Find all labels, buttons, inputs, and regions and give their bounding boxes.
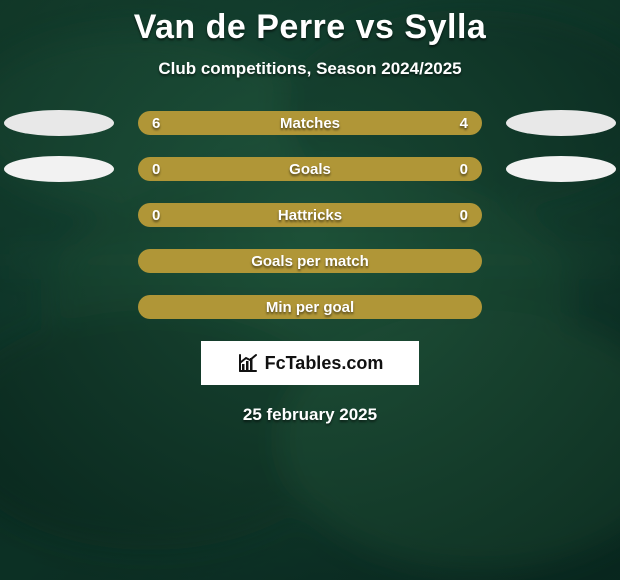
stat-bar: 0 Hattricks 0 [138, 203, 482, 227]
left-value: 6 [152, 115, 160, 132]
subtitle: Club competitions, Season 2024/2025 [158, 59, 461, 79]
stat-row: 0 Goals 0 [0, 157, 620, 181]
chart-icon [237, 352, 259, 374]
stat-row: 6 Matches 4 [0, 111, 620, 135]
left-ellipse [4, 110, 114, 136]
logo-text: FcTables.com [265, 353, 384, 374]
right-value: 0 [460, 161, 468, 178]
stat-bar: 0 Goals 0 [138, 157, 482, 181]
stat-bar: 6 Matches 4 [138, 111, 482, 135]
content-container: Van de Perre vs Sylla Club competitions,… [0, 0, 620, 580]
stat-row: Min per goal [0, 295, 620, 319]
left-ellipse [4, 156, 114, 182]
right-value: 4 [460, 115, 468, 132]
left-value: 0 [152, 207, 160, 224]
stat-row: 0 Hattricks 0 [0, 203, 620, 227]
stat-row: Goals per match [0, 249, 620, 273]
stat-label: Goals [289, 161, 331, 178]
logo-box: FcTables.com [201, 341, 419, 385]
stat-label: Min per goal [266, 299, 354, 316]
page-title: Van de Perre vs Sylla [134, 8, 487, 47]
stat-label: Goals per match [251, 253, 369, 270]
stats-rows: 6 Matches 4 0 Goals 0 0 Hattricks 0 Goals per mat… [0, 111, 620, 319]
right-value: 0 [460, 207, 468, 224]
left-value: 0 [152, 161, 160, 178]
stat-bar: Goals per match [138, 249, 482, 273]
stat-label: Hattricks [278, 207, 342, 224]
right-ellipse [506, 110, 616, 136]
date-text: 25 february 2025 [243, 405, 377, 425]
right-ellipse [506, 156, 616, 182]
stat-bar: Min per goal [138, 295, 482, 319]
stat-label: Matches [280, 115, 340, 132]
